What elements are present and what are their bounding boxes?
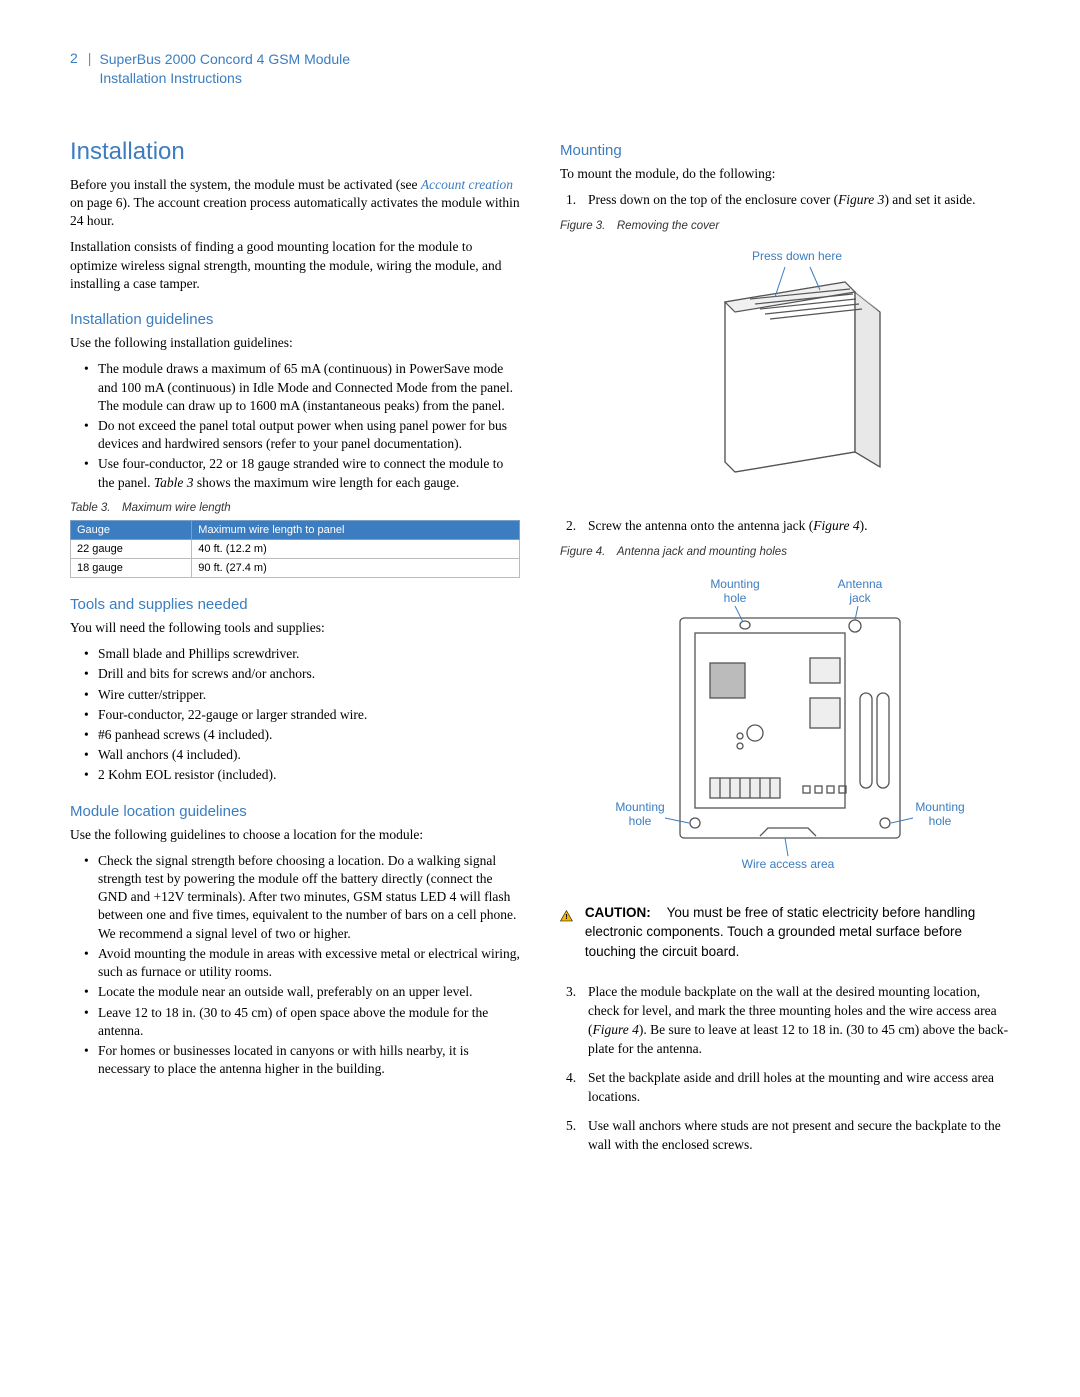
right-column: Mounting To mount the module, do the fol… <box>560 138 1010 1165</box>
figure3-svg: Press down here <box>655 242 915 492</box>
svg-text:hole: hole <box>724 591 747 605</box>
svg-text:Wire access area: Wire access area <box>742 857 835 871</box>
step-2: Screw the antenna onto the antenna jack … <box>588 517 1010 536</box>
tools-intro: You will need the following tools and su… <box>70 619 520 637</box>
table-col-maxlen: Maximum wire length to panel <box>192 520 520 539</box>
account-creation-link[interactable]: Account creation <box>421 177 513 192</box>
svg-text:Antenna: Antenna <box>838 577 883 591</box>
step-3: Place the module backplate on the wall a… <box>588 983 1010 1059</box>
svg-text:Mounting: Mounting <box>915 800 964 814</box>
list-item: Leave 12 to 18 in. (30 to 45 cm) of open… <box>98 1004 520 1040</box>
table-header-row: Gauge Maximum wire length to panel <box>71 520 520 539</box>
table-row: 22 gauge 40 ft. (12.2 m) <box>71 539 520 558</box>
guidelines-intro: Use the following installation guideline… <box>70 334 520 352</box>
figure4-svg: Mounting hole Antenna jack Mounting hole… <box>585 568 985 878</box>
warning-icon: ! <box>560 903 573 929</box>
list-item: Wire cutter/stripper. <box>98 686 520 704</box>
list-item: Do not exceed the panel total output pow… <box>98 417 520 453</box>
svg-text:hole: hole <box>629 814 652 828</box>
location-list: Check the signal strength before choosin… <box>70 852 520 1079</box>
svg-text:hole: hole <box>929 814 952 828</box>
caution-label: CAUTION: <box>585 905 651 920</box>
list-item: For homes or businesses located in canyo… <box>98 1042 520 1078</box>
mounting-steps-3: Place the module backplate on the wall a… <box>560 983 1010 1154</box>
table-col-gauge: Gauge <box>71 520 192 539</box>
caution-block: ! CAUTION: You must be free of static el… <box>560 903 1010 962</box>
list-item: Locate the module near an outside wall, … <box>98 983 520 1001</box>
intro-paragraph-2: Installation consists of finding a good … <box>70 238 520 293</box>
step-1: Press down on the top of the enclosure c… <box>588 191 1010 210</box>
list-item: Check the signal strength before choosin… <box>98 852 520 943</box>
mounting-intro: To mount the module, do the following: <box>560 165 1010 183</box>
mounting-steps-2: Screw the antenna onto the antenna jack … <box>560 517 1010 536</box>
list-item: 2 Kohm EOL resistor (included). <box>98 766 520 784</box>
guidelines-list: The module draws a maximum of 65 mA (con… <box>70 360 520 492</box>
svg-text:jack: jack <box>848 591 871 605</box>
header-title: SuperBus 2000 Concord 4 GSM Module Insta… <box>99 50 350 88</box>
table3: Gauge Maximum wire length to panel 22 ga… <box>70 520 520 578</box>
table3-caption: Table 3. Maximum wire length <box>70 502 520 514</box>
section-heading-installation: Installation <box>70 138 520 166</box>
list-item: Wall anchors (4 included). <box>98 746 520 764</box>
figure3-caption: Figure 3. Removing the cover <box>560 220 1010 232</box>
location-intro: Use the following guidelines to choose a… <box>70 826 520 844</box>
svg-text:Mounting: Mounting <box>615 800 664 814</box>
header-divider: | <box>88 50 92 66</box>
figure4: Mounting hole Antenna jack Mounting hole… <box>560 568 1010 883</box>
list-item: Small blade and Phillips screwdriver. <box>98 645 520 663</box>
list-item: The module draws a maximum of 65 mA (con… <box>98 360 520 415</box>
svg-text:!: ! <box>565 912 567 921</box>
subheading-tools: Tools and supplies needed <box>70 596 520 613</box>
figure3: Press down here <box>560 242 1010 497</box>
table-row: 18 gauge 90 ft. (27.4 m) <box>71 558 520 577</box>
intro-paragraph-1: Before you install the system, the modul… <box>70 176 520 231</box>
list-item: Drill and bits for screws and/or anchors… <box>98 665 520 683</box>
step-5: Use wall anchors where studs are not pre… <box>588 1117 1010 1155</box>
figure3-label: Press down here <box>752 249 842 263</box>
mounting-steps: Press down on the top of the enclosure c… <box>560 191 1010 210</box>
page-header: 2 | SuperBus 2000 Concord 4 GSM Module I… <box>70 50 1010 88</box>
page-number: 2 <box>70 50 78 66</box>
subheading-location: Module location guidelines <box>70 803 520 820</box>
left-column: Installation Before you install the syst… <box>70 138 520 1165</box>
content-columns: Installation Before you install the syst… <box>70 138 1010 1165</box>
step-4: Set the backplate aside and drill holes … <box>588 1069 1010 1107</box>
list-item: Use four-conductor, 22 or 18 gauge stran… <box>98 455 520 491</box>
svg-text:Mounting: Mounting <box>710 577 759 591</box>
list-item: Avoid mounting the module in areas with … <box>98 945 520 981</box>
figure4-caption: Figure 4. Antenna jack and mounting hole… <box>560 546 1010 558</box>
tools-list: Small blade and Phillips screwdriver. Dr… <box>70 645 520 785</box>
list-item: #6 panhead screws (4 included). <box>98 726 520 744</box>
subheading-guidelines: Installation guidelines <box>70 311 520 328</box>
list-item: Four-conductor, 22-gauge or larger stran… <box>98 706 520 724</box>
subheading-mounting: Mounting <box>560 142 1010 159</box>
